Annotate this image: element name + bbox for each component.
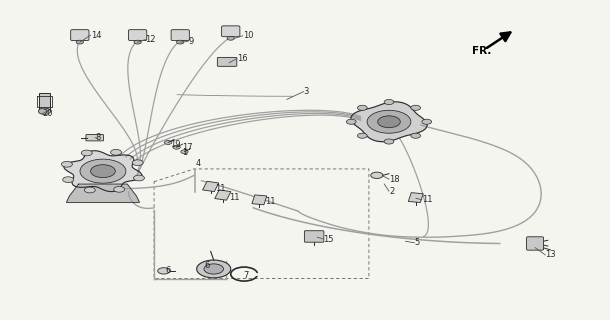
- Circle shape: [367, 110, 411, 133]
- Circle shape: [76, 40, 84, 44]
- Text: 20: 20: [42, 109, 52, 118]
- Text: 6: 6: [165, 266, 170, 276]
- Text: 12: 12: [146, 35, 156, 44]
- Circle shape: [134, 175, 145, 181]
- Circle shape: [422, 119, 432, 124]
- Circle shape: [173, 145, 180, 149]
- Circle shape: [346, 119, 356, 124]
- Circle shape: [378, 116, 400, 128]
- Circle shape: [84, 187, 95, 193]
- Text: 11: 11: [215, 184, 226, 193]
- Bar: [252, 195, 267, 205]
- Text: 17: 17: [182, 143, 193, 152]
- Circle shape: [371, 172, 383, 179]
- Circle shape: [165, 140, 171, 144]
- Circle shape: [204, 264, 223, 274]
- Circle shape: [357, 105, 367, 110]
- Text: 2: 2: [389, 187, 394, 196]
- Text: 4: 4: [195, 159, 201, 168]
- FancyBboxPatch shape: [129, 30, 147, 41]
- Text: 6: 6: [204, 261, 210, 270]
- FancyBboxPatch shape: [171, 30, 189, 41]
- Circle shape: [176, 40, 184, 44]
- Polygon shape: [351, 102, 427, 142]
- Circle shape: [80, 159, 126, 183]
- Circle shape: [357, 133, 367, 138]
- Circle shape: [227, 36, 234, 40]
- Text: 11: 11: [229, 193, 239, 202]
- Circle shape: [181, 150, 188, 154]
- FancyBboxPatch shape: [86, 134, 104, 141]
- Text: 18: 18: [389, 175, 400, 184]
- Bar: [215, 190, 231, 200]
- Circle shape: [158, 268, 170, 274]
- Circle shape: [384, 100, 394, 105]
- Circle shape: [110, 149, 121, 155]
- Circle shape: [132, 160, 143, 165]
- Polygon shape: [64, 151, 142, 192]
- Circle shape: [91, 165, 115, 178]
- Circle shape: [113, 187, 124, 192]
- Text: 8: 8: [95, 133, 101, 142]
- FancyBboxPatch shape: [221, 26, 240, 37]
- Circle shape: [411, 105, 420, 110]
- Circle shape: [81, 150, 92, 156]
- Text: 19: 19: [170, 140, 181, 148]
- Text: 16: 16: [237, 54, 248, 63]
- Text: FR.: FR.: [472, 46, 492, 56]
- Text: 14: 14: [91, 31, 101, 40]
- Circle shape: [134, 40, 142, 44]
- FancyBboxPatch shape: [304, 231, 324, 242]
- FancyBboxPatch shape: [526, 237, 544, 250]
- Circle shape: [38, 108, 51, 115]
- FancyBboxPatch shape: [71, 30, 89, 41]
- Text: 3: 3: [304, 87, 309, 96]
- Text: 15: 15: [323, 235, 334, 244]
- Text: 13: 13: [545, 251, 556, 260]
- Text: 11: 11: [422, 195, 432, 204]
- Polygon shape: [66, 184, 140, 202]
- Text: 1: 1: [182, 148, 187, 156]
- Text: 5: 5: [415, 238, 420, 247]
- Text: 9: 9: [188, 37, 193, 46]
- Circle shape: [196, 260, 231, 278]
- Text: 10: 10: [243, 31, 253, 40]
- Text: 7: 7: [243, 271, 248, 280]
- Bar: [203, 181, 219, 192]
- FancyBboxPatch shape: [217, 57, 237, 66]
- Circle shape: [384, 139, 394, 144]
- Bar: [408, 193, 423, 203]
- Circle shape: [63, 177, 74, 182]
- Circle shape: [411, 133, 420, 138]
- Circle shape: [62, 161, 73, 167]
- Text: 11: 11: [265, 197, 276, 206]
- Bar: [39, 93, 50, 111]
